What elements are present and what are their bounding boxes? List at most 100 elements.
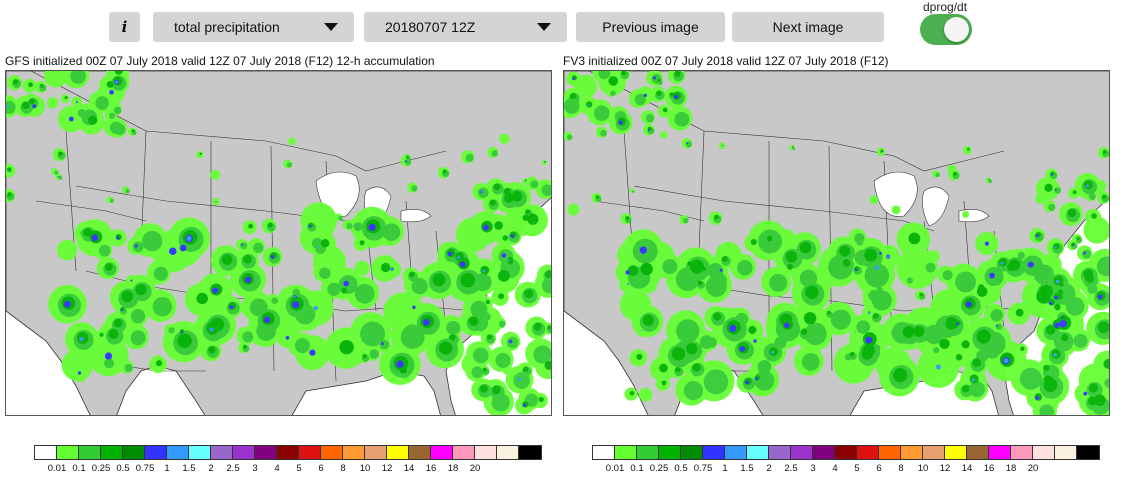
- colorbar-swatch: [593, 446, 615, 459]
- time-select-value: 20180707 12Z: [385, 19, 476, 35]
- colorbar-swatch: [769, 446, 791, 459]
- colorbar-swatch: [519, 446, 541, 459]
- dprog-dt-label: dprog/dt: [923, 0, 968, 14]
- colorbar-tick-label: 3: [810, 463, 816, 474]
- colorbar-tick-label: 0.75: [135, 463, 155, 474]
- colorbar-tick-label: 0.01: [605, 463, 625, 474]
- colorbar-swatch: [703, 446, 725, 459]
- colorbar-swatch: [989, 446, 1011, 459]
- colorbar-tick-label: 20: [469, 463, 481, 474]
- colorbar-swatch: [791, 446, 813, 459]
- colorbar-swatch: [145, 446, 167, 459]
- colorbar-tick-label: 18: [1005, 463, 1017, 474]
- field-select[interactable]: total precipitation: [153, 12, 354, 42]
- colorbar-tick-label: 12: [381, 463, 393, 474]
- colorbar-tick-label: 0.25: [91, 463, 111, 474]
- colorbar-tick-label: 12: [939, 463, 951, 474]
- colorbar-swatch: [343, 446, 365, 459]
- colorbar-swatch: [1011, 446, 1033, 459]
- colorbar-swatch: [277, 446, 299, 459]
- colorbar-swatch: [857, 446, 879, 459]
- colorbar-swatch: [35, 446, 57, 459]
- time-select[interactable]: 20180707 12Z: [364, 12, 567, 42]
- colorbar-swatch: [725, 446, 747, 459]
- fv3-panel-title: FV3 initialized 00Z 07 July 2018 valid 1…: [563, 54, 889, 68]
- colorbar-swatch: [123, 446, 145, 459]
- colorbar-swatch: [101, 446, 123, 459]
- colorbar-tick-label: 3: [252, 463, 258, 474]
- chevron-down-icon: [324, 23, 338, 31]
- colorbar-tick-label: 5: [854, 463, 860, 474]
- colorbar-tick-label: 0.25: [649, 463, 669, 474]
- colorbar-swatch: [923, 446, 945, 459]
- colorbar-tick-label: 0.1: [72, 463, 86, 474]
- chevron-down-icon: [537, 23, 551, 31]
- colorbar-tick-label: 2: [766, 463, 772, 474]
- colorbar-tick-label: 0.01: [47, 463, 67, 474]
- colorbar-swatch: [637, 446, 659, 459]
- colorbar-swatch: [365, 446, 387, 459]
- colorbar-tick-label: 14: [403, 463, 415, 474]
- map-canvas: [564, 71, 1109, 415]
- colorbar-tick-label: 10: [359, 463, 371, 474]
- colorbar-swatches: [592, 445, 1100, 460]
- colorbar-tick-label: 0.5: [674, 463, 688, 474]
- colorbar-tick-label: 6: [876, 463, 882, 474]
- toggle-knob: [944, 17, 969, 42]
- colorbar-swatch: [189, 446, 211, 459]
- gfs-panel-title: GFS initialized 00Z 07 July 2018 valid 1…: [5, 54, 435, 68]
- colorbar-swatch: [79, 446, 101, 459]
- colorbar-tick-label: 16: [425, 463, 437, 474]
- colorbar-swatch: [1033, 446, 1055, 459]
- colorbar-tick-label: 2: [208, 463, 214, 474]
- colorbar-tick-label: 4: [274, 463, 280, 474]
- colorbar-swatch: [945, 446, 967, 459]
- colorbar-swatch: [387, 446, 409, 459]
- colorbar-swatch: [409, 446, 431, 459]
- colorbar-swatch: [321, 446, 343, 459]
- previous-image-button[interactable]: Previous image: [576, 12, 725, 42]
- colorbar-swatch: [453, 446, 475, 459]
- colorbar-swatch: [497, 446, 519, 459]
- gfs-precipitation-map: [5, 70, 552, 416]
- colorbar-tick-label: 14: [961, 463, 973, 474]
- field-select-value: total precipitation: [174, 19, 280, 35]
- colorbar-tick-label: 1.5: [182, 463, 196, 474]
- colorbar-tick-label: 8: [340, 463, 346, 474]
- next-image-button[interactable]: Next image: [732, 12, 884, 42]
- colorbar-tick-label: 2.5: [784, 463, 798, 474]
- colorbar-swatch: [255, 446, 277, 459]
- colorbar-swatch: [211, 446, 233, 459]
- colorbar-tick-label: 0.75: [693, 463, 713, 474]
- colorbar-swatch: [901, 446, 923, 459]
- colorbar-tick-label: 10: [917, 463, 929, 474]
- colorbar-tick-label: 8: [898, 463, 904, 474]
- colorbar-swatch: [167, 446, 189, 459]
- colorbar-swatch: [967, 446, 989, 459]
- colorbar-tick-label: 4: [832, 463, 838, 474]
- colorbar-labels: 0.01 0.1 0.25 0.5 0.75 1 1.5 2 2.5 3 4 5 6 8 10 12 14 16 1…: [34, 463, 542, 477]
- colorbar-tick-label: 2.5: [226, 463, 240, 474]
- colorbar-swatch: [681, 446, 703, 459]
- colorbar-tick-label: 16: [983, 463, 995, 474]
- colorbar-swatch: [747, 446, 769, 459]
- info-button[interactable]: i: [109, 12, 140, 42]
- colorbar-swatch: [475, 446, 497, 459]
- colorbar-swatch: [1055, 446, 1077, 459]
- colorbar-swatches: [34, 445, 542, 460]
- fv3-colorbar: 0.01 0.1 0.25 0.5 0.75 1 1.5 2 2.5 3 4 5 6 8 10 12 14 16 1…: [592, 445, 1100, 477]
- colorbar-swatch: [299, 446, 321, 459]
- colorbar-tick-label: 5: [296, 463, 302, 474]
- colorbar-tick-label: 1: [164, 463, 170, 474]
- colorbar-swatch: [431, 446, 453, 459]
- dprog-dt-toggle[interactable]: [920, 14, 972, 45]
- gfs-colorbar: 0.01 0.1 0.25 0.5 0.75 1 1.5 2 2.5 3 4 5 6 8 10 12 14 16 1…: [34, 445, 542, 477]
- colorbar-swatch: [835, 446, 857, 459]
- colorbar-swatch: [233, 446, 255, 459]
- colorbar-swatch: [879, 446, 901, 459]
- colorbar-tick-label: 1: [722, 463, 728, 474]
- map-canvas: [6, 71, 551, 415]
- colorbar-tick-label: 0.1: [630, 463, 644, 474]
- colorbar-tick-label: 6: [318, 463, 324, 474]
- colorbar-swatch: [615, 446, 637, 459]
